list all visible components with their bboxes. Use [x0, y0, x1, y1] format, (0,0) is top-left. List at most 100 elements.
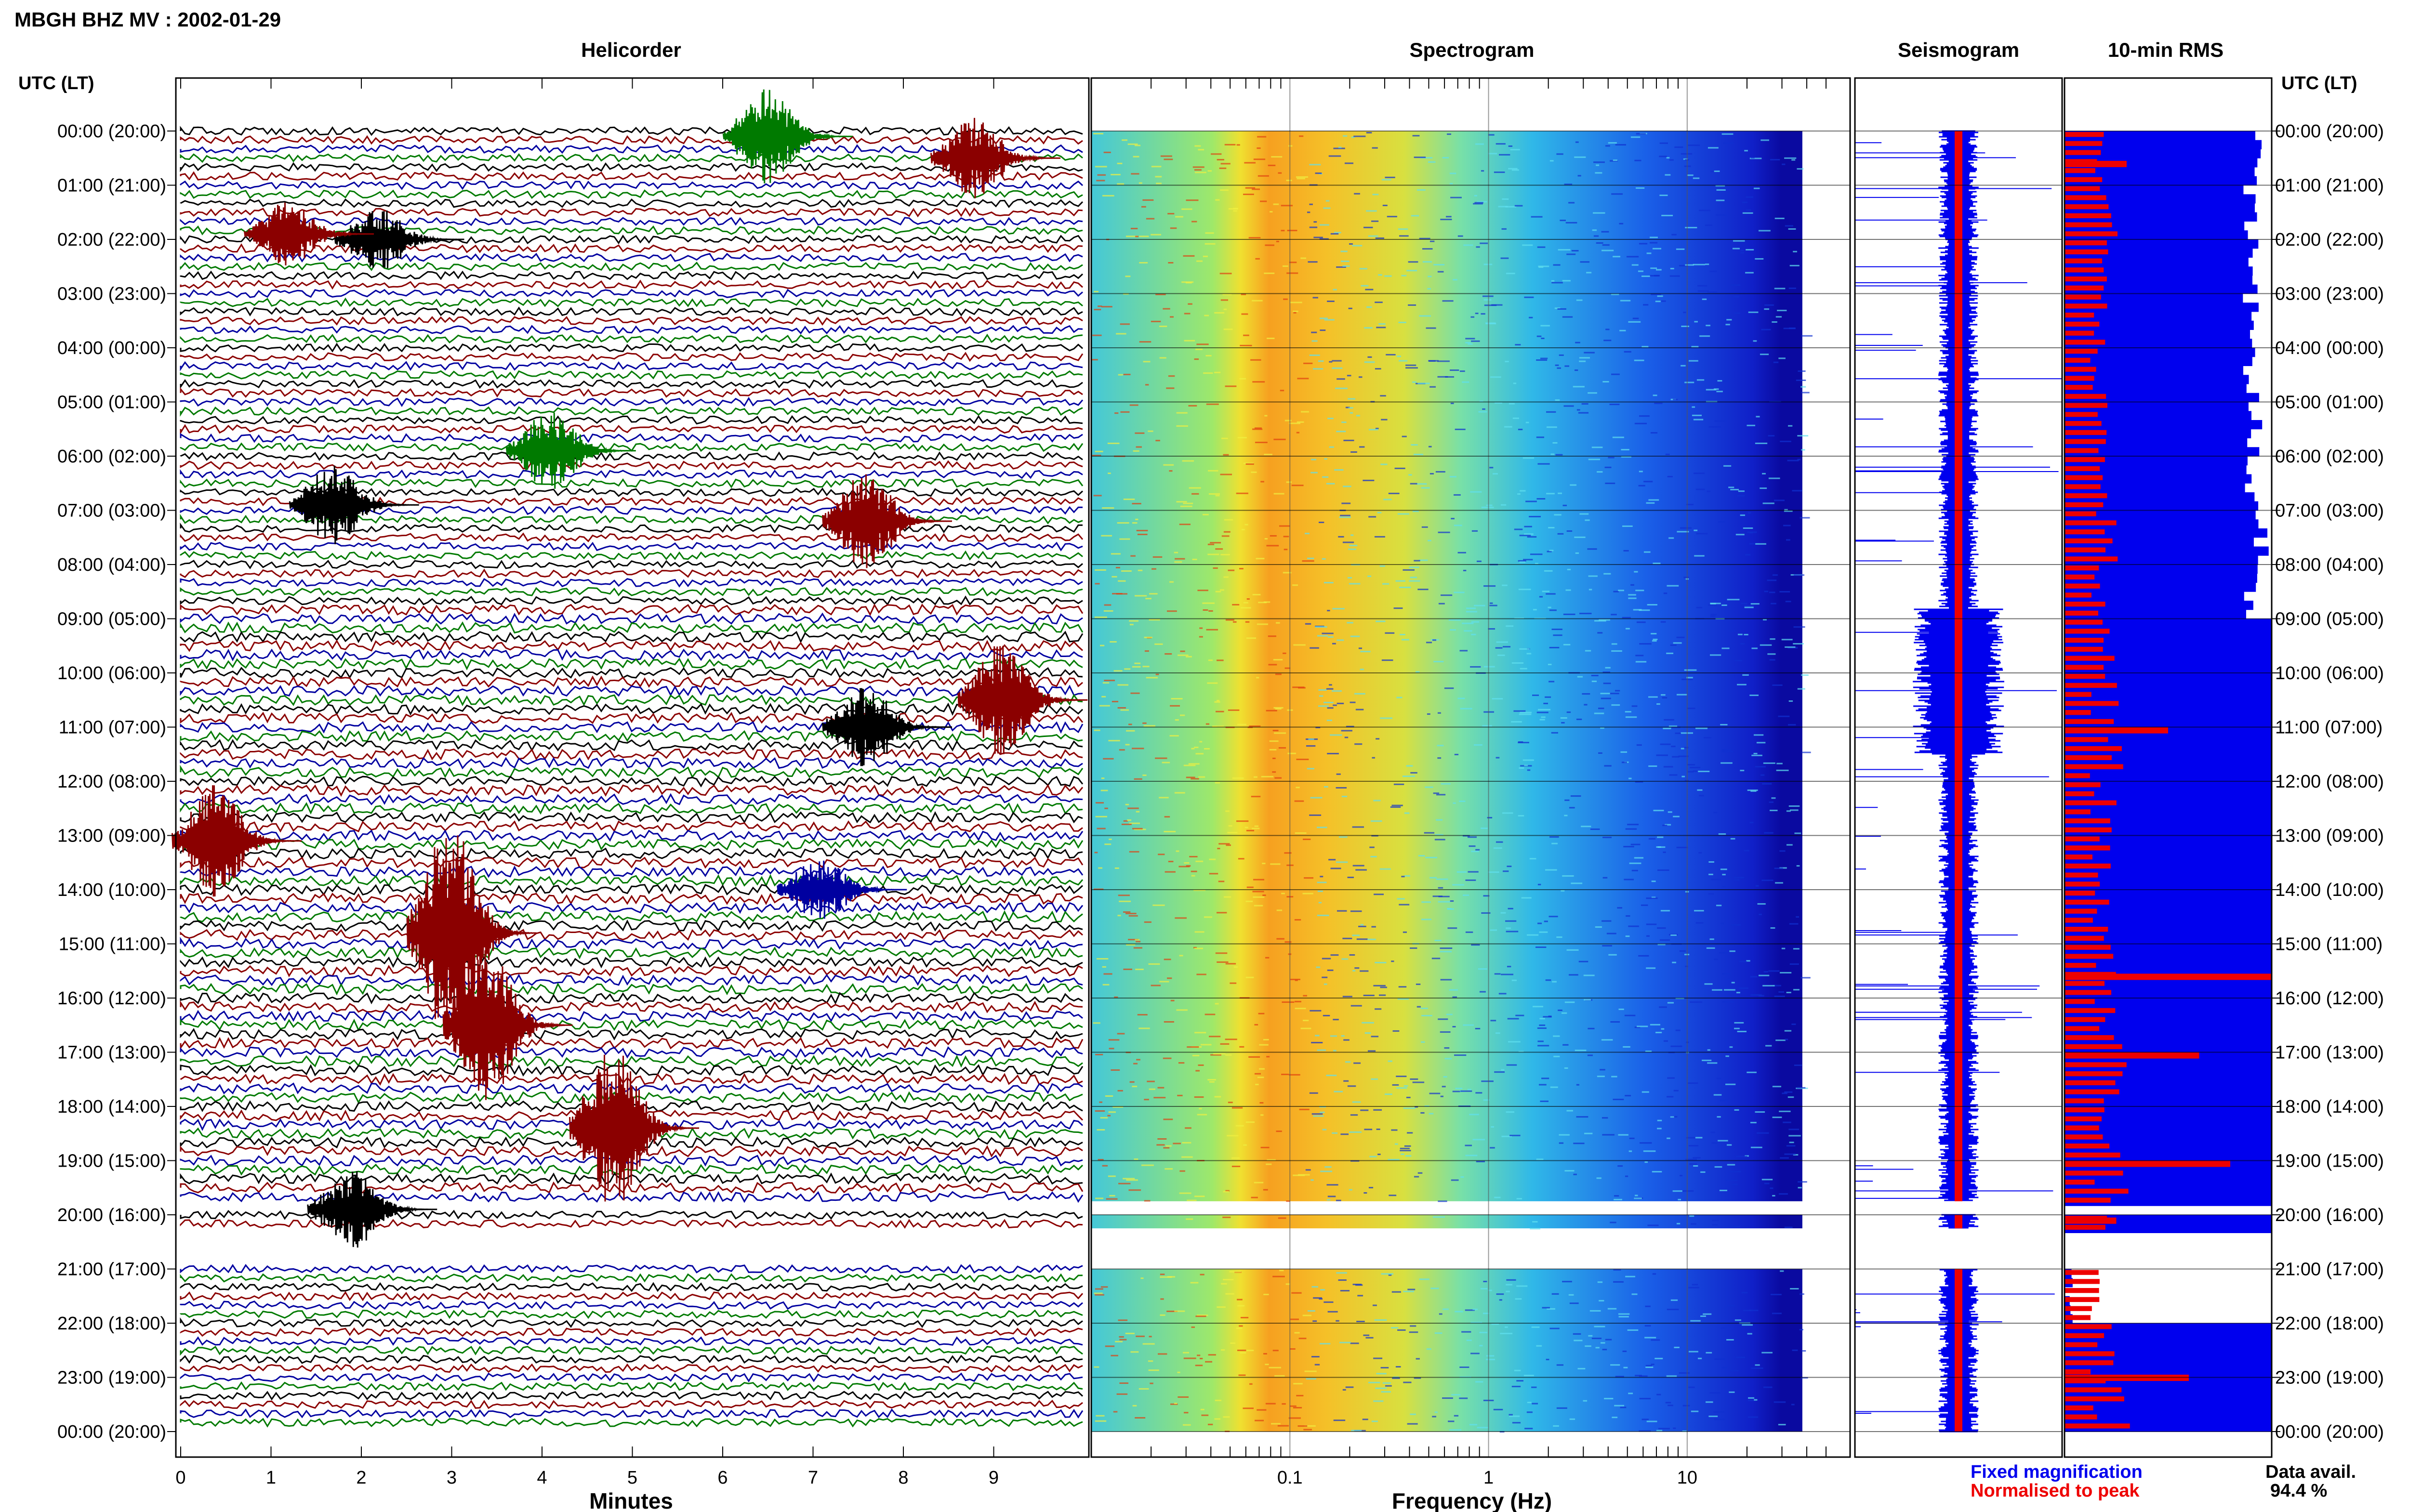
rms-fixed-bar	[2065, 1097, 2272, 1107]
rms-fixed-bar	[2065, 980, 2272, 989]
rms-normalised-bar	[2065, 285, 2104, 291]
rms-normalised-bar	[2065, 800, 2117, 805]
rms-fixed-bar	[2065, 781, 2272, 791]
helicorder-event	[505, 412, 636, 489]
rms-normalised-bar	[2065, 954, 2114, 959]
time-label: 01:00 (21:00)	[2275, 176, 2384, 196]
rms-fixed-bar	[2065, 1133, 2272, 1143]
rms-fixed-bar	[2065, 1124, 2272, 1134]
helicorder-trace	[180, 901, 1084, 914]
rms-normalised-bar	[2065, 466, 2100, 472]
rms-fixed-bar	[2065, 438, 2248, 447]
rms-normalised-bar	[2065, 1107, 2105, 1113]
helicorder-trace	[180, 243, 1083, 254]
time-label: 05:00 (01:00)	[2275, 393, 2384, 413]
rms-fixed-bar	[2065, 1359, 2272, 1369]
rms-fixed-bar	[2065, 348, 2255, 357]
time-label: 22:00 (18:00)	[57, 1314, 166, 1334]
helicorder-trace	[180, 793, 1083, 805]
rms-normalised-bar	[2065, 1197, 2111, 1203]
rms-normalised-bar	[2065, 927, 2108, 932]
helicorder-trace	[180, 973, 1083, 986]
rms-fixed-bar	[2065, 565, 2258, 574]
rms-fixed-bar	[2065, 1079, 2272, 1089]
helicorder-trace	[180, 947, 1083, 960]
time-label: 18:00 (14:00)	[57, 1097, 166, 1117]
rms-fixed-bar	[2065, 998, 2272, 1008]
rms-fixed-bar	[2065, 1007, 2272, 1016]
rms-normalised-bar	[2065, 511, 2096, 516]
rms-normalised-bar	[2065, 791, 2094, 797]
helicorder-trace	[180, 765, 1084, 779]
rms-fixed-bar	[2065, 149, 2261, 158]
rms-normalised-bar	[2065, 1405, 2093, 1411]
rms-fixed-bar	[2065, 1115, 2272, 1125]
helicorder-trace	[180, 144, 1083, 154]
rms-fixed-bar	[2065, 1404, 2272, 1414]
spectrogram-x-axis: 0.1 1 10	[1151, 78, 1827, 1488]
rms-normalised-bar	[2065, 547, 2106, 552]
rms-fixed-bar	[2065, 736, 2272, 746]
rms-normalised-bar	[2065, 809, 2091, 815]
helicorder-trace	[180, 532, 1084, 542]
helicorder-trace	[180, 595, 1083, 606]
time-label: 11:00 (07:00)	[2275, 718, 2383, 738]
helicorder-trace	[180, 1291, 1084, 1302]
rms-normalised-bar	[2065, 592, 2092, 598]
minute-tick-label: 5	[627, 1468, 637, 1488]
rms-fixed-bar	[2065, 176, 2257, 185]
rms-normalised-bar	[2065, 1387, 2122, 1393]
helicorder-trace	[180, 415, 1083, 425]
rms-fixed-bar	[2065, 618, 2272, 628]
helicorder-trace	[180, 1191, 1084, 1203]
left-axis-header: UTC (LT)	[18, 73, 94, 93]
minute-tick-label: 2	[356, 1468, 366, 1488]
rms-normalised-bar	[2065, 619, 2103, 625]
minute-tick-label: 0	[175, 1468, 185, 1488]
rms-normalised-bar	[2065, 1089, 2119, 1094]
helicorder-trace	[180, 982, 1083, 996]
time-label: 14:00 (10:00)	[2275, 880, 2384, 900]
rms-fixed-bar	[2065, 917, 2272, 926]
minute-tick-label: 4	[537, 1468, 547, 1488]
rms-normalised-bar	[2065, 1297, 2100, 1302]
rms-fixed-bar	[2065, 664, 2272, 673]
rms-fixed-bar	[2065, 871, 2272, 881]
rms-normalised-bar	[2065, 1062, 2127, 1067]
rms-fixed-bar	[2065, 510, 2256, 520]
panel-frame	[2064, 77, 2273, 1458]
time-label: 17:00 (13:00)	[57, 1043, 166, 1063]
helicorder-trace	[180, 442, 1084, 452]
rms-fixed-bar	[2065, 926, 2272, 935]
rms-fixed-bar	[2065, 953, 2272, 962]
helicorder-event	[957, 645, 1088, 754]
helicorder-trace	[180, 1073, 1083, 1086]
helicorder-trace	[180, 711, 1084, 724]
rms-fixed-bar	[2065, 302, 2259, 312]
time-label: 10:00 (06:00)	[57, 663, 166, 684]
time-label: 16:00 (12:00)	[57, 988, 166, 1009]
rms-title: 10-min RMS	[2108, 39, 2224, 61]
rms-fixed-bar	[2065, 844, 2272, 854]
rms-normalised-bar	[2065, 710, 2091, 715]
minute-tick-label: 6	[717, 1468, 728, 1488]
rms-normalised-bar	[2065, 1035, 2114, 1040]
rms-fixed-bar	[2065, 1413, 2272, 1423]
rms-panel	[2065, 131, 2272, 1432]
helicorder-trace	[180, 387, 1083, 398]
helicorder-trace	[180, 1000, 1083, 1013]
helicorder-title: Helicorder	[581, 39, 681, 61]
helicorder-trace	[180, 433, 1083, 443]
helicorder-trace	[180, 1054, 1083, 1068]
rms-fixed-bar	[2065, 293, 2243, 303]
helicorder-trace	[180, 379, 1083, 389]
rms-fixed-bar	[2065, 339, 2252, 348]
helicorder-trace	[180, 847, 1083, 860]
rms-normalised-bar	[2065, 357, 2091, 363]
rms-normalised-bar	[2065, 990, 2112, 995]
helicorder-trace	[180, 333, 1083, 344]
spectrogram-panel	[1091, 78, 1813, 1457]
rms-normalised-bar	[2065, 665, 2104, 670]
rms-fixed-bar	[2065, 826, 2272, 836]
time-label: 23:00 (19:00)	[2275, 1368, 2384, 1388]
